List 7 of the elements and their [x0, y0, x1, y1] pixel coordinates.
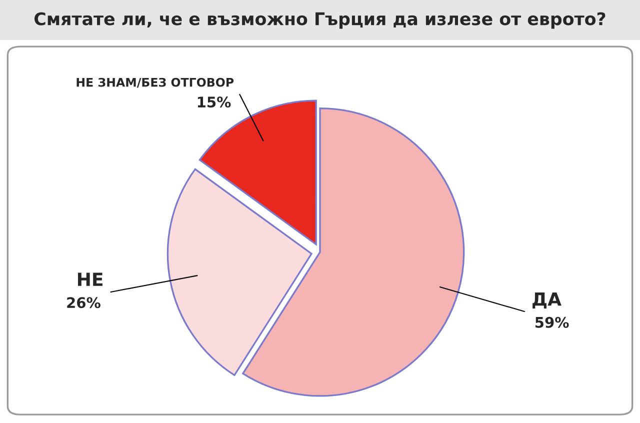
slice-label: ДА [532, 292, 562, 308]
slice-label: НЕ ЗНАМ/БЕЗ ОТГОВОР [76, 78, 234, 88]
chart-title: Смятате ли, че е възможно Гърция да излезе от еврото? [34, 12, 606, 29]
data-label: 59% [535, 316, 569, 328]
data-label: 26% [67, 297, 100, 308]
slice-label: НЕ [78, 272, 102, 286]
data-label: 15% [198, 96, 231, 108]
